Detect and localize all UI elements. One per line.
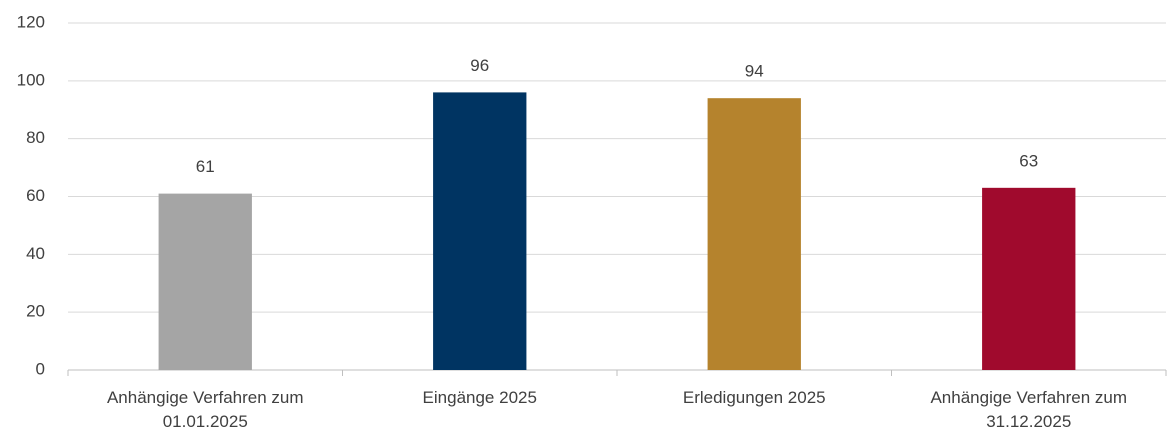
x-tick-label: Eingänge 2025: [422, 388, 537, 407]
x-tick-label: Anhängige Verfahren zum 01.01.2025: [106, 388, 304, 431]
bar: [433, 92, 527, 371]
bar: [707, 98, 801, 370]
data-label: 63: [1019, 151, 1038, 170]
data-label: 94: [745, 62, 764, 81]
y-tick-label: 100: [17, 70, 45, 89]
y-tick-label: 60: [26, 186, 45, 205]
y-tick-label: 120: [17, 12, 45, 31]
bar: [982, 187, 1076, 370]
bar: [158, 193, 252, 370]
y-tick-label: 80: [26, 128, 45, 147]
data-label: 96: [470, 56, 489, 75]
y-tick-label: 20: [26, 302, 45, 321]
y-tick-label: 40: [26, 244, 45, 263]
y-tick-label: 0: [36, 359, 45, 378]
x-tick-label: Erledigungen 2025: [682, 388, 826, 407]
x-tick-label: Anhängige Verfahren zum 31.12.2025: [930, 388, 1128, 431]
data-label: 61: [196, 157, 215, 176]
